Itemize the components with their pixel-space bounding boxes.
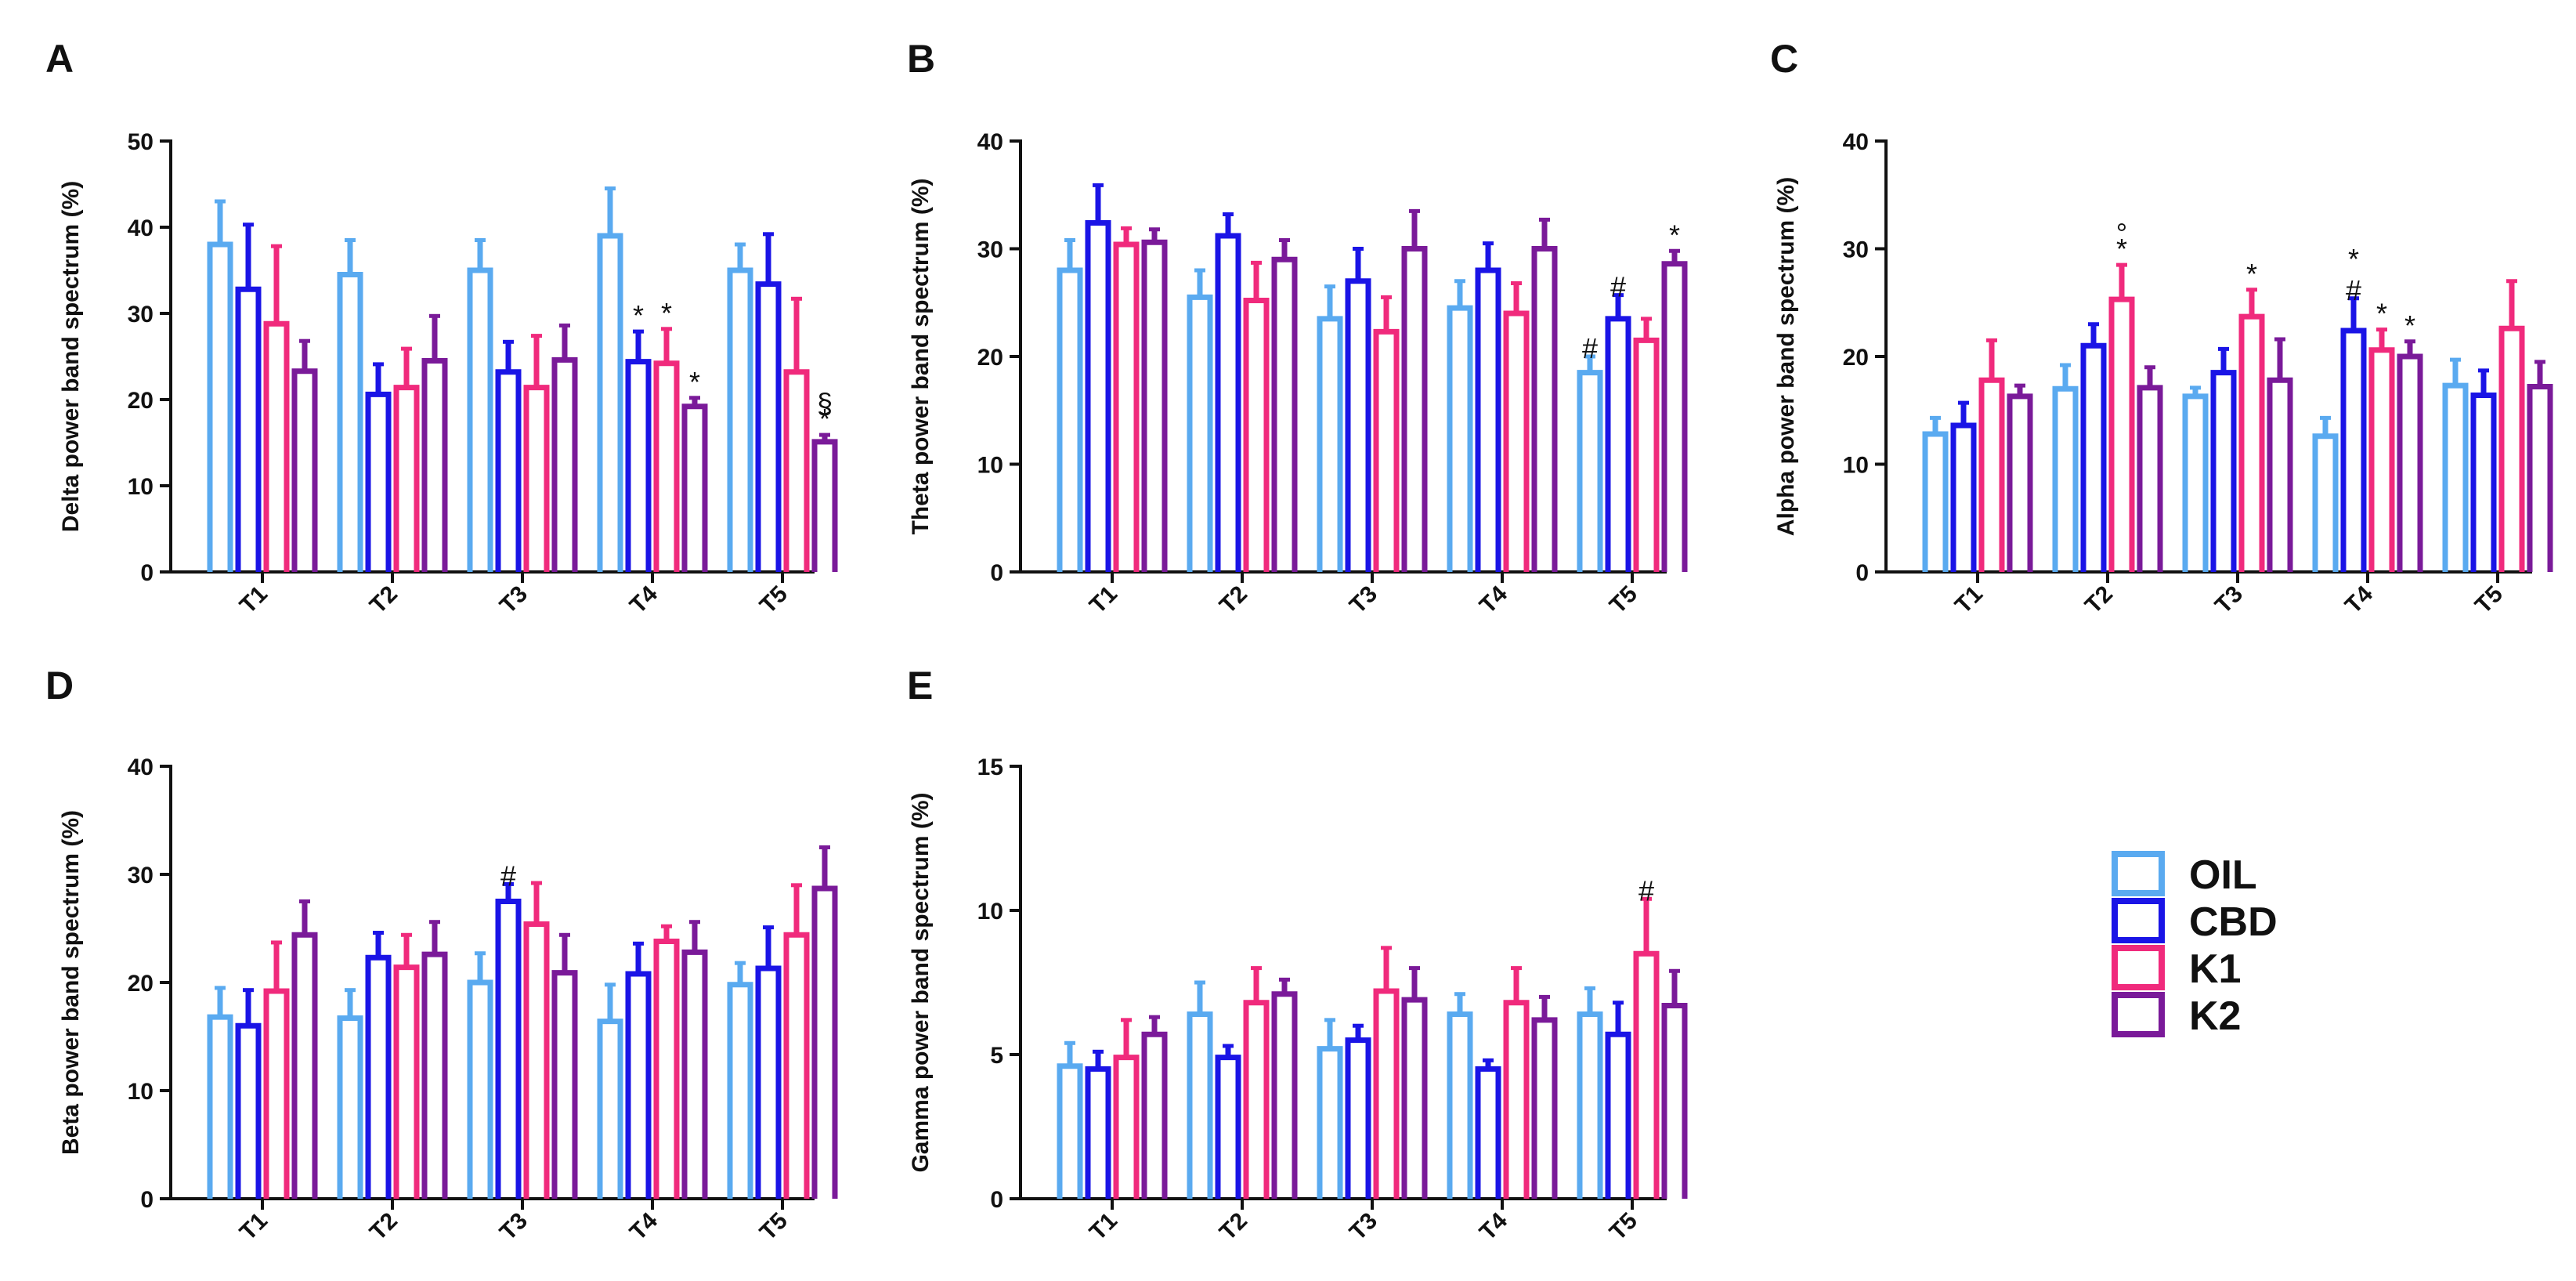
panel-label: C xyxy=(1770,37,1798,81)
panel-a: A Delta power band spectrum (%) 0 10 20 30 40 5… xyxy=(45,37,838,619)
legend-swatch-k1 xyxy=(2112,945,2165,990)
significance-marker: * xyxy=(1669,219,1680,251)
y-tick-label: 10 xyxy=(128,1079,154,1105)
y-tick-label: 10 xyxy=(977,453,1003,479)
y-tick-label: 30 xyxy=(977,237,1003,263)
y-tick-label: 40 xyxy=(128,754,154,780)
y-tick-label: 10 xyxy=(1843,453,1869,479)
y-tick-label: 10 xyxy=(977,899,1003,925)
significance-marker: # xyxy=(1638,874,1654,906)
significance-marker: * xyxy=(2246,258,2257,290)
y-tick-label: 20 xyxy=(1843,345,1869,371)
y-tick-label: 15 xyxy=(977,754,1003,780)
panel-label: D xyxy=(45,664,74,707)
legend-label-oil: OIL xyxy=(2189,852,2257,898)
y-axis-title: Theta power band spectrum (%) xyxy=(908,178,934,534)
y-tick-label: 0 xyxy=(990,1187,1003,1213)
legend-swatch-oil xyxy=(2112,851,2165,896)
y-tick-label: 0 xyxy=(140,560,154,586)
significance-marker: # xyxy=(2346,274,2361,306)
significance-marker: * xyxy=(2348,243,2359,275)
legend-label-k1: K1 xyxy=(2189,946,2241,992)
legend-swatch-cbd xyxy=(2112,898,2165,943)
y-axis-title: Gamma power band spectrum (%) xyxy=(908,792,934,1172)
significance-marker: * xyxy=(2116,233,2127,265)
y-axis-title: Beta power band spectrum (%) xyxy=(58,810,84,1155)
y-tick-label: 20 xyxy=(977,345,1003,371)
y-axis-title: Delta power band spectrum (%) xyxy=(58,181,84,532)
significance-marker: * xyxy=(2376,298,2387,330)
y-tick-label: 40 xyxy=(1843,129,1869,155)
legend-label-cbd: CBD xyxy=(2189,899,2278,945)
y-tick-label: 40 xyxy=(128,215,154,241)
significance-marker: § xyxy=(817,387,833,419)
y-tick-label: 0 xyxy=(1855,560,1869,586)
panel-label: A xyxy=(45,37,74,81)
significance-marker: # xyxy=(500,859,516,892)
significance-marker: # xyxy=(1610,271,1626,303)
significance-marker: * xyxy=(661,297,672,329)
y-tick-label: 20 xyxy=(128,971,154,997)
significance-marker: * xyxy=(689,366,700,398)
y-tick-label: 40 xyxy=(977,129,1003,155)
significance-marker: * xyxy=(819,403,830,435)
significance-marker: * xyxy=(2404,309,2415,342)
panel-label: E xyxy=(907,664,933,707)
y-tick-label: 30 xyxy=(1843,237,1869,263)
y-axis-title: Alpha power band spectrum (%) xyxy=(1773,177,1799,536)
y-tick-label: 20 xyxy=(128,388,154,414)
legend-swatch-k2 xyxy=(2112,992,2165,1037)
significance-marker: ° xyxy=(2116,217,2127,249)
y-tick-label: 0 xyxy=(990,560,1003,586)
y-tick-label: 0 xyxy=(140,1187,154,1213)
significance-marker: # xyxy=(1582,332,1598,364)
y-tick-label: 30 xyxy=(128,302,154,327)
legend-label-k2: K2 xyxy=(2189,993,2241,1039)
y-tick-label: 50 xyxy=(128,129,154,155)
panel-label: B xyxy=(907,37,935,81)
y-tick-label: 10 xyxy=(128,474,154,500)
significance-marker: * xyxy=(633,299,644,331)
y-tick-label: 30 xyxy=(128,863,154,888)
y-tick-label: 5 xyxy=(990,1043,1003,1069)
